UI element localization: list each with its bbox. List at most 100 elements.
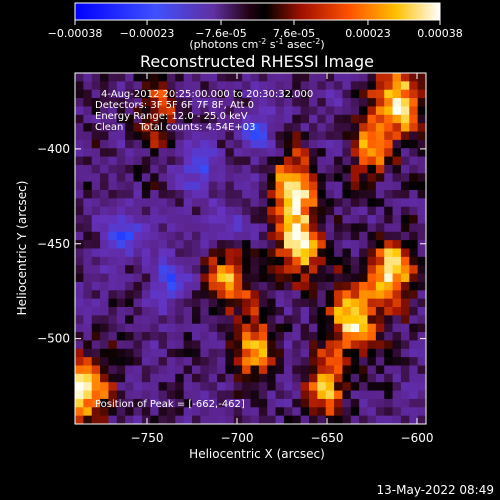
heatmap-cell	[250, 156, 260, 166]
heatmap-cell	[175, 173, 185, 183]
heatmap-cell	[233, 131, 243, 141]
heatmap-cell	[325, 415, 335, 424]
heatmap-cell	[275, 357, 285, 366]
heatmap-cell	[75, 190, 84, 199]
heatmap-cell	[359, 81, 368, 91]
heatmap-cell	[100, 190, 109, 199]
heatmap-cell	[225, 332, 235, 341]
heatmap-cell	[83, 89, 93, 99]
heatmap-cell	[166, 98, 176, 107]
heatmap-cell	[417, 290, 426, 300]
heatmap-cell	[400, 348, 410, 358]
heatmap-cell	[75, 332, 84, 341]
heatmap-cell	[283, 323, 293, 333]
heatmap-cell	[133, 114, 143, 124]
heatmap-cell	[108, 407, 118, 417]
heatmap-cell	[317, 315, 327, 325]
heatmap-cell	[158, 240, 168, 249]
heatmap-cell	[258, 365, 268, 375]
heatmap-cell	[116, 323, 126, 333]
heatmap-cell	[292, 231, 302, 241]
heatmap-cell	[183, 332, 193, 341]
heatmap-cell	[158, 190, 168, 199]
heatmap-cell	[267, 382, 277, 392]
heatmap-cell	[133, 340, 143, 350]
heatmap-cell	[334, 315, 343, 325]
heatmap-cell	[75, 340, 84, 350]
heatmap-cell	[258, 89, 268, 99]
heatmap-cell	[392, 281, 402, 291]
heatmap-cell	[183, 131, 193, 141]
heatmap-cell	[392, 307, 402, 316]
heatmap-cell	[417, 139, 426, 149]
heatmap-cell	[400, 323, 410, 333]
heatmap-cell	[309, 123, 318, 132]
heatmap-cell	[83, 256, 93, 266]
heatmap-cell	[384, 407, 394, 417]
heatmap-cell	[116, 139, 126, 149]
heatmap-cell	[342, 265, 352, 275]
heatmap-cell	[116, 382, 126, 392]
heatmap-cell	[158, 315, 168, 325]
heatmap-cell	[367, 156, 377, 166]
heatmap-cell	[342, 139, 352, 149]
heatmap-cell	[258, 348, 268, 358]
heatmap-cell	[183, 390, 193, 400]
heatmap-cell	[192, 164, 201, 174]
heatmap-cell	[317, 190, 327, 199]
heatmap-cell	[283, 415, 293, 424]
heatmap-cell	[75, 307, 84, 316]
heatmap-cell	[141, 98, 151, 107]
heatmap-cell	[158, 181, 168, 191]
heatmap-cell	[400, 98, 410, 107]
heatmap-cell	[208, 407, 218, 417]
heatmap-cell	[250, 398, 260, 408]
heatmap-cell	[200, 156, 210, 166]
heatmap-cell	[133, 223, 143, 233]
heatmap-cell	[133, 323, 143, 333]
heatmap-cell	[158, 398, 168, 408]
heatmap-cell	[258, 407, 268, 417]
heatmap-cell	[367, 348, 377, 358]
heatmap-cell	[400, 198, 410, 208]
heatmap-cell	[100, 340, 109, 350]
heatmap-cell	[100, 215, 109, 224]
heatmap-cell	[242, 98, 251, 107]
footer-timestamp: 13-May-2022 08:49	[377, 483, 494, 497]
heatmap-cell	[83, 181, 93, 191]
heatmap-cell	[225, 290, 235, 300]
heatmap-cell	[325, 206, 335, 216]
heatmap-cell	[175, 190, 185, 199]
heatmap-cell	[334, 348, 343, 358]
x-axis-label: Heliocentric X (arcsec)	[189, 447, 325, 461]
heatmap-cell	[91, 290, 101, 300]
heatmap-cell	[225, 190, 235, 199]
heatmap-cell	[141, 307, 151, 316]
heatmap-cell	[125, 373, 134, 383]
heatmap-cell	[225, 298, 235, 308]
heatmap-cell	[350, 164, 360, 174]
heatmap-cell	[242, 173, 251, 183]
heatmap-cell	[283, 148, 293, 158]
heatmap-cell	[325, 215, 335, 224]
heatmap-cell	[292, 73, 302, 82]
heatmap-cell	[100, 114, 109, 124]
heatmap-cell	[108, 106, 118, 116]
heatmap-cell	[292, 139, 302, 149]
heatmap-cell	[192, 181, 201, 191]
heatmap-cell	[192, 156, 201, 166]
heatmap-cell	[409, 298, 419, 308]
heatmap-cell	[325, 348, 335, 358]
heatmap-cell	[367, 114, 377, 124]
heatmap-cell	[309, 139, 318, 149]
heatmap-cell	[175, 298, 185, 308]
heatmap-cell	[392, 131, 402, 141]
heatmap-cell	[175, 114, 185, 124]
heatmap-cell	[250, 206, 260, 216]
heatmap-cell	[100, 348, 109, 358]
heatmap-cell	[400, 307, 410, 316]
heatmap-cell	[258, 190, 268, 199]
heatmap-cell	[417, 106, 426, 116]
heatmap-cell	[233, 415, 243, 424]
heatmap-cell	[300, 131, 310, 141]
